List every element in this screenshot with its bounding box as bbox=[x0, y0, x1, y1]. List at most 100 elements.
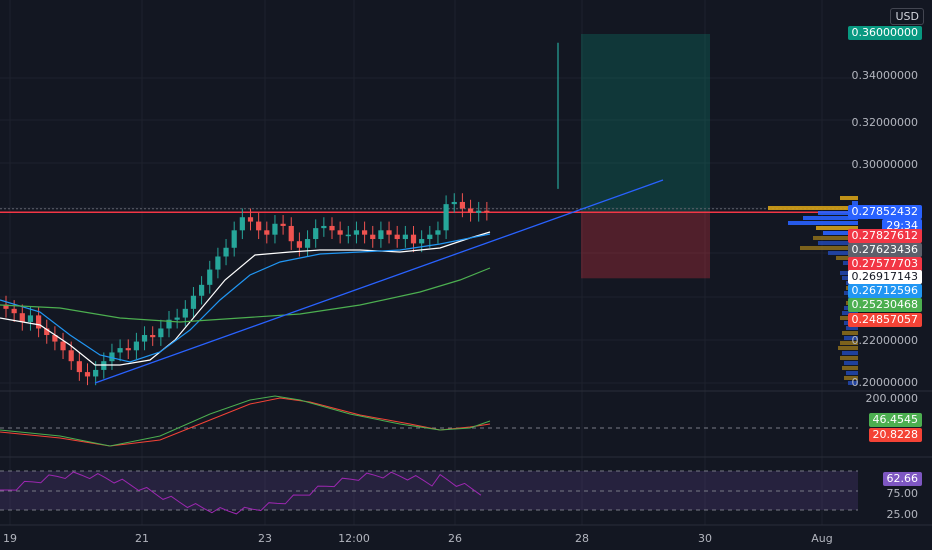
osc-tick-0: 200.0000 bbox=[865, 392, 919, 405]
candle-body-54 bbox=[443, 204, 449, 231]
candle-body-34 bbox=[280, 223, 286, 226]
candle-body-52 bbox=[427, 234, 433, 240]
osc-tick-1: 75.00 bbox=[886, 487, 919, 500]
candle-body-24 bbox=[199, 284, 205, 296]
price-label-4: 0.27623436 bbox=[847, 243, 922, 257]
candle-body-58 bbox=[476, 210, 482, 213]
candle-body-11 bbox=[93, 369, 99, 377]
oscillator-main-line bbox=[0, 395, 491, 447]
price-label-1: 0.27852432 bbox=[847, 205, 922, 219]
candle-body-6 bbox=[52, 335, 58, 342]
candle-body-44 bbox=[362, 230, 368, 235]
candle-body-8 bbox=[68, 350, 74, 362]
volume-profile-bar-5 bbox=[788, 221, 858, 225]
price-label-0: 0.36000000 bbox=[847, 26, 922, 40]
time-tick-0: 19 bbox=[3, 532, 17, 545]
candle-body-2 bbox=[19, 313, 25, 322]
candle-body-51 bbox=[419, 239, 425, 244]
candle-body-48 bbox=[394, 234, 400, 240]
volume-profile-bar-32 bbox=[840, 356, 858, 360]
candle-body-29 bbox=[239, 217, 245, 231]
candle-body-46 bbox=[378, 230, 384, 240]
volume-profile-bar-2 bbox=[768, 206, 858, 210]
price-tick-4: 0.20000000 bbox=[851, 376, 918, 389]
volume-profile-bar-37 bbox=[848, 381, 858, 385]
volume-profile-bar-36 bbox=[844, 376, 858, 380]
candle-body-35 bbox=[288, 225, 294, 242]
candle-body-9 bbox=[76, 361, 82, 373]
candle-body-19 bbox=[158, 328, 164, 338]
candle-body-22 bbox=[182, 308, 188, 318]
ma-fast-line bbox=[0, 231, 491, 366]
price-label-3: 0.27827612 bbox=[847, 229, 922, 243]
candle-body-10 bbox=[84, 372, 91, 377]
candle-body-56 bbox=[459, 201, 465, 209]
candle-body-55 bbox=[451, 201, 457, 205]
ma-slow-line bbox=[0, 267, 491, 323]
candle-body-33 bbox=[272, 223, 278, 235]
candle-body-42 bbox=[345, 234, 351, 237]
candle-body-1 bbox=[11, 308, 17, 314]
candle-body-5 bbox=[44, 328, 50, 336]
volume-profile-bar-31 bbox=[842, 351, 858, 355]
candle-body-30 bbox=[247, 217, 254, 222]
candle-body-47 bbox=[386, 230, 392, 235]
volume-profile-bar-29 bbox=[840, 341, 858, 345]
volume-profile-bar-35 bbox=[846, 371, 858, 375]
candle-body-17 bbox=[141, 335, 148, 342]
rsi-label: 62.66 bbox=[882, 472, 922, 486]
osc-tick-2: 25.00 bbox=[886, 508, 919, 521]
candle-body-57 bbox=[467, 208, 474, 213]
candle-body-40 bbox=[329, 225, 335, 231]
volume-profile-bar-11 bbox=[828, 251, 858, 255]
trend-line bbox=[94, 179, 664, 384]
volume-profile-bar-34 bbox=[842, 366, 858, 370]
candle-body-37 bbox=[304, 239, 311, 248]
candle-body-41 bbox=[337, 230, 343, 235]
price-label-7: 0.26712596 bbox=[847, 284, 922, 298]
volume-profile-bar-7 bbox=[823, 231, 858, 235]
candle-body-21 bbox=[174, 317, 180, 320]
volume-profile-bar-9 bbox=[818, 241, 858, 245]
candle-body-45 bbox=[370, 234, 376, 240]
position-profit-zone bbox=[581, 34, 710, 212]
price-tick-2: 0.30000000 bbox=[851, 158, 918, 171]
candle-body-13 bbox=[109, 352, 115, 362]
volume-profile-bar-33 bbox=[844, 361, 858, 365]
candle-body-28 bbox=[231, 230, 237, 248]
candle-body-49 bbox=[402, 234, 408, 240]
price-tick-0: 0.34000000 bbox=[851, 69, 918, 82]
candle-body-23 bbox=[190, 295, 197, 309]
time-tick-3: 12:00 bbox=[338, 532, 370, 545]
volume-profile-bar-8 bbox=[813, 236, 858, 240]
volume-profile-bar-1 bbox=[852, 201, 858, 205]
candle-body-43 bbox=[353, 230, 360, 235]
rsi-line bbox=[0, 471, 482, 515]
time-tick-5: 28 bbox=[575, 532, 589, 545]
candle-body-32 bbox=[264, 230, 270, 235]
candle-body-39 bbox=[321, 225, 327, 229]
position-loss-zone bbox=[581, 211, 710, 279]
oscillator-label-0: 46.4545 bbox=[868, 413, 922, 427]
volume-profile-bar-30 bbox=[838, 346, 858, 350]
candle-body-7 bbox=[60, 341, 66, 351]
price-label-8: 0.25230468 bbox=[847, 298, 922, 312]
time-tick-1: 21 bbox=[135, 532, 149, 545]
candle-body-18 bbox=[150, 335, 156, 338]
time-tick-7: Aug bbox=[811, 532, 833, 545]
volume-profile-bar-26 bbox=[846, 326, 858, 330]
currency-label[interactable]: USD bbox=[890, 8, 924, 25]
volume-profile-bar-27 bbox=[842, 331, 858, 335]
candle-body-53 bbox=[435, 230, 441, 235]
candle-body-59 bbox=[484, 210, 490, 213]
volume-profile-bar-4 bbox=[803, 216, 858, 220]
candle-body-15 bbox=[125, 348, 131, 351]
volume-profile-bar-0 bbox=[840, 196, 858, 200]
oscillator-label-1: 20.8228 bbox=[868, 428, 922, 442]
candle-body-16 bbox=[133, 341, 139, 351]
candle-body-36 bbox=[296, 241, 302, 248]
candle-body-20 bbox=[166, 319, 172, 329]
price-label-5: 0.27577703 bbox=[847, 257, 922, 271]
price-label-9: 0.24857057 bbox=[847, 313, 922, 327]
